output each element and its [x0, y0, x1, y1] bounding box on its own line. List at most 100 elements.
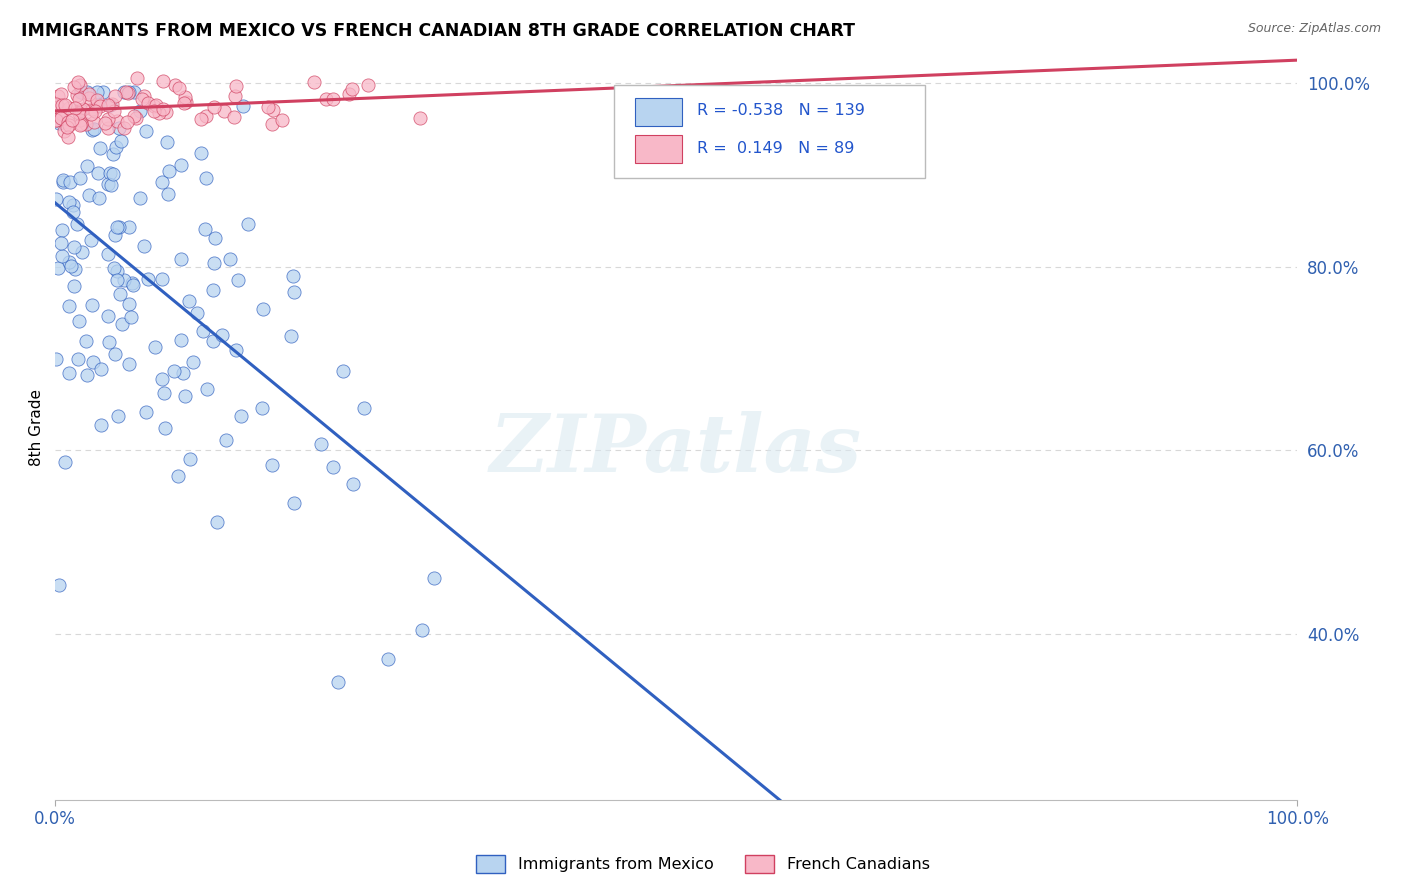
- Point: [170, 252, 193, 267]
- Point: [53, 124, 76, 138]
- Point: [105, 264, 128, 278]
- Point: [62, 80, 84, 95]
- Point: [62, 204, 84, 219]
- Point: [83, 121, 105, 136]
- Y-axis label: 8th Grade: 8th Grade: [30, 389, 44, 466]
- Point: [49, 107, 72, 121]
- Point: [53, 98, 76, 112]
- Point: [112, 273, 135, 287]
- Point: [51, 223, 73, 237]
- Point: [256, 100, 278, 114]
- Point: [80, 123, 103, 137]
- Point: [105, 114, 128, 128]
- Text: IMMIGRANTS FROM MEXICO VS FRENCH CANADIAN 8TH GRADE CORRELATION CHART: IMMIGRANTS FROM MEXICO VS FRENCH CANADIA…: [21, 22, 855, 40]
- Point: [153, 421, 176, 435]
- Point: [202, 100, 225, 114]
- Point: [107, 219, 129, 234]
- Point: [90, 361, 112, 376]
- Point: [48, 116, 70, 130]
- Point: [262, 458, 284, 472]
- Point: [163, 78, 186, 92]
- Point: [69, 171, 91, 186]
- Point: [46, 100, 69, 114]
- Point: [60, 113, 83, 128]
- Point: [70, 103, 93, 118]
- Point: [58, 299, 80, 313]
- Point: [117, 86, 139, 100]
- Point: [52, 175, 75, 189]
- Point: [97, 247, 120, 261]
- Point: [63, 101, 86, 115]
- Point: [342, 82, 364, 96]
- Point: [202, 255, 225, 269]
- Point: [117, 85, 139, 99]
- Point: [118, 220, 141, 235]
- Point: [83, 103, 105, 118]
- Point: [156, 135, 179, 149]
- Point: [45, 112, 67, 127]
- Point: [225, 343, 247, 358]
- Point: [283, 268, 305, 283]
- Point: [59, 260, 82, 274]
- Point: [224, 110, 246, 124]
- Point: [62, 198, 84, 212]
- Point: [262, 103, 284, 117]
- Point: [62, 279, 84, 293]
- Point: [51, 111, 73, 125]
- Point: [167, 468, 190, 483]
- Point: [143, 99, 166, 113]
- Text: R =  0.149   N = 89: R = 0.149 N = 89: [697, 141, 855, 156]
- Point: [51, 249, 73, 263]
- Point: [105, 219, 128, 234]
- Point: [89, 99, 111, 113]
- Point: [80, 107, 103, 121]
- Point: [108, 120, 131, 135]
- Point: [131, 92, 153, 106]
- Point: [135, 405, 157, 419]
- Point: [70, 85, 93, 99]
- Point: [103, 261, 125, 276]
- Point: [143, 104, 166, 119]
- Point: [48, 578, 70, 592]
- Point: [49, 114, 72, 128]
- Point: [205, 515, 228, 529]
- Point: [69, 117, 91, 131]
- Point: [45, 97, 67, 112]
- Point: [283, 285, 305, 299]
- Point: [100, 165, 122, 179]
- Point: [58, 195, 80, 210]
- Point: [62, 239, 84, 253]
- Point: [46, 260, 69, 275]
- Point: [134, 239, 156, 253]
- Point: [87, 166, 110, 180]
- Point: [357, 78, 380, 93]
- Point: [98, 335, 121, 350]
- Point: [76, 85, 98, 99]
- Point: [148, 106, 170, 120]
- Point: [79, 233, 101, 247]
- Point: [97, 310, 120, 324]
- Point: [194, 171, 217, 186]
- Point: [150, 372, 173, 386]
- Point: [129, 191, 152, 205]
- Point: [195, 109, 218, 123]
- Point: [91, 85, 114, 99]
- Point: [377, 652, 399, 666]
- Point: [66, 351, 89, 366]
- Point: [101, 167, 124, 181]
- Bar: [636, 135, 682, 163]
- Point: [86, 85, 108, 99]
- Point: [152, 74, 174, 88]
- Point: [97, 98, 120, 112]
- Point: [69, 118, 91, 132]
- Point: [423, 571, 446, 585]
- Point: [226, 272, 249, 286]
- Point: [332, 364, 354, 378]
- Point: [58, 255, 80, 269]
- Point: [63, 262, 86, 277]
- Point: [173, 389, 195, 403]
- Point: [118, 297, 141, 311]
- Point: [169, 80, 191, 95]
- Point: [89, 141, 111, 155]
- Point: [225, 78, 247, 93]
